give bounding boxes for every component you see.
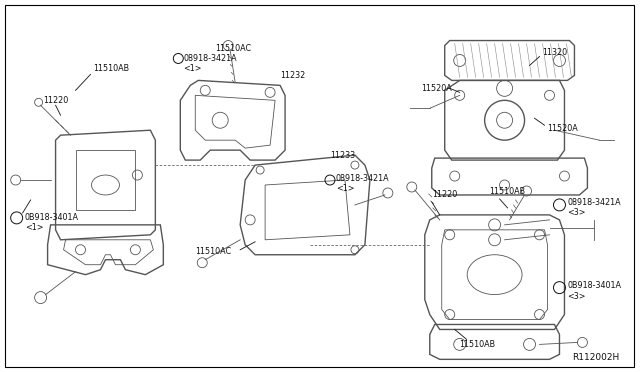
Text: <3>: <3> bbox=[568, 292, 586, 301]
Text: <1>: <1> bbox=[183, 64, 202, 73]
Text: 11520A: 11520A bbox=[420, 84, 452, 93]
Text: <1>: <1> bbox=[25, 223, 43, 232]
Text: <1>: <1> bbox=[336, 185, 355, 193]
Text: 11510AC: 11510AC bbox=[195, 247, 232, 256]
Text: 11510AB: 11510AB bbox=[460, 340, 496, 349]
Text: 11510AB: 11510AB bbox=[490, 187, 525, 196]
Text: 0B918-3401A: 0B918-3401A bbox=[568, 281, 621, 290]
Text: 11510AC: 11510AC bbox=[215, 44, 252, 53]
Text: 08918-3421A: 08918-3421A bbox=[183, 54, 237, 63]
Text: R112002H: R112002H bbox=[572, 353, 620, 362]
Text: 11520A: 11520A bbox=[547, 124, 579, 133]
Text: 08918-3421A: 08918-3421A bbox=[336, 173, 390, 183]
Text: 0B918-3401A: 0B918-3401A bbox=[25, 214, 79, 222]
Text: 08918-3421A: 08918-3421A bbox=[568, 198, 621, 208]
Text: 11220: 11220 bbox=[44, 96, 69, 105]
Text: <3>: <3> bbox=[568, 208, 586, 217]
Text: 11232: 11232 bbox=[280, 71, 305, 80]
Text: 11320: 11320 bbox=[543, 48, 568, 57]
Text: 11220: 11220 bbox=[432, 190, 457, 199]
Text: 11233: 11233 bbox=[330, 151, 355, 160]
Text: 11510AB: 11510AB bbox=[93, 64, 130, 73]
